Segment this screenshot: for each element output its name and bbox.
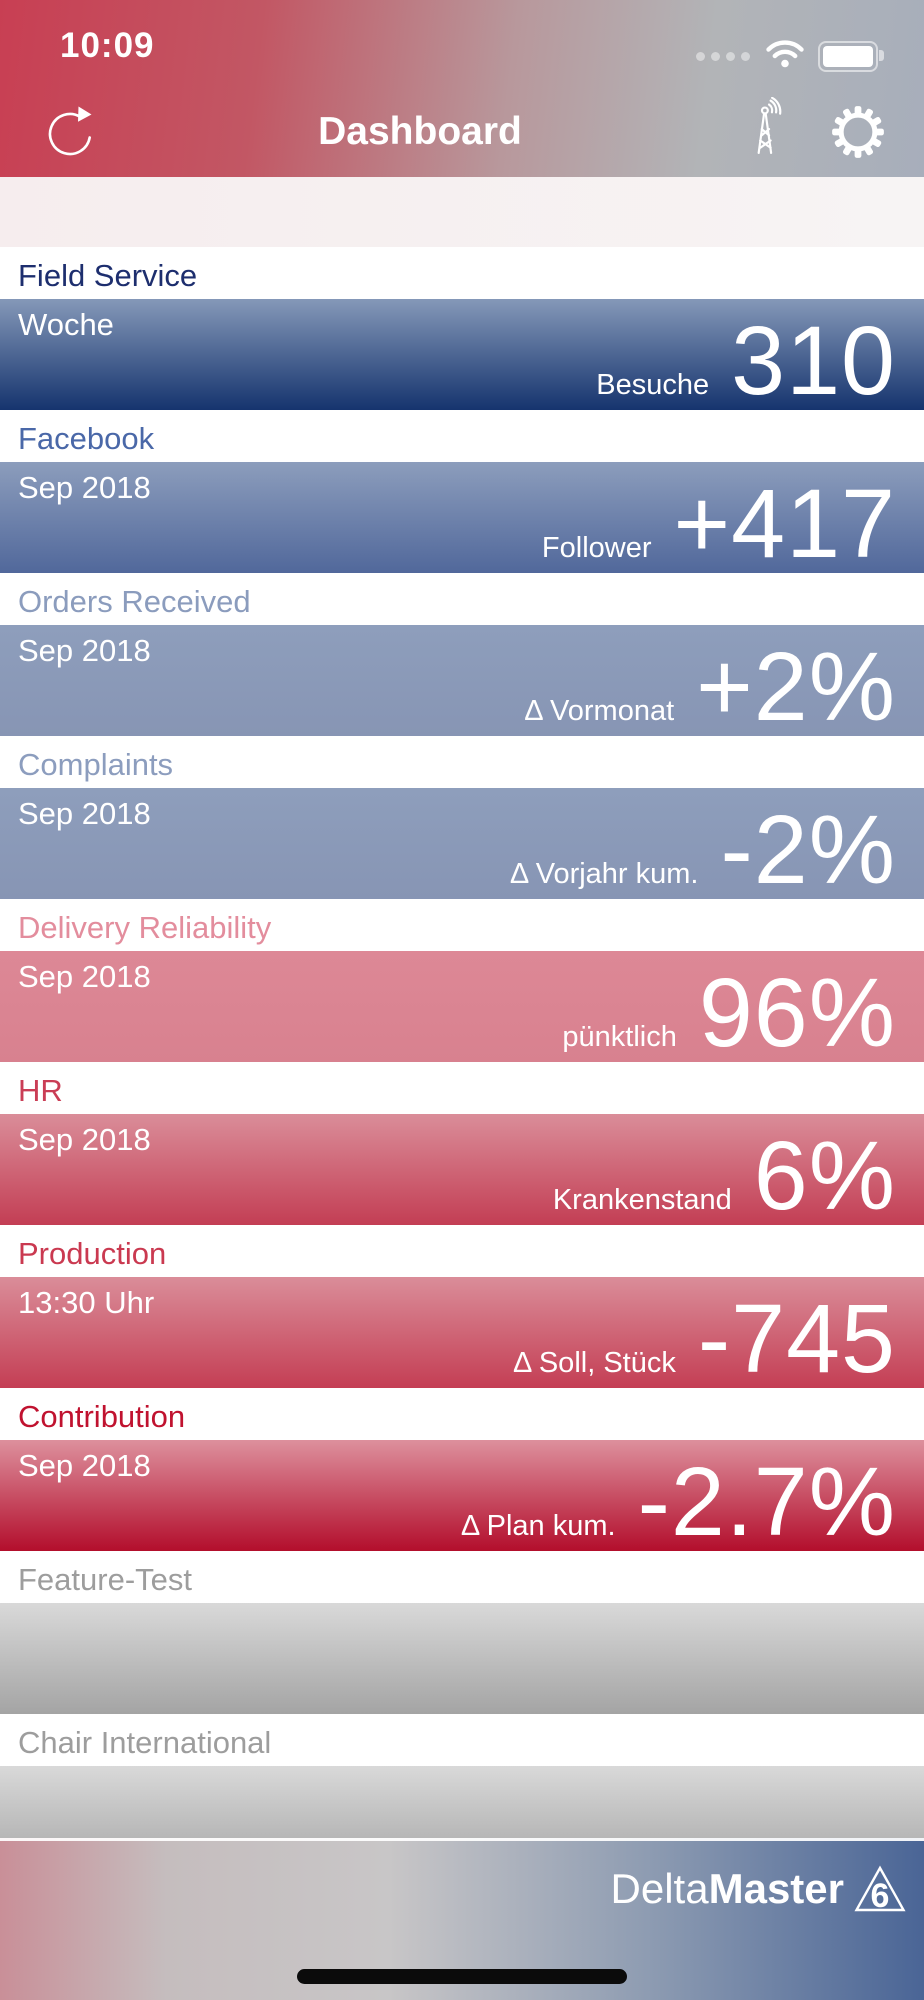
wifi-icon <box>765 38 805 74</box>
tile-value: 6% <box>753 1120 896 1230</box>
tile-period: Sep 2018 <box>18 470 151 505</box>
brand-triangle-6-icon: 6 <box>854 1865 906 1913</box>
connection-button[interactable] <box>740 96 796 156</box>
tile-value: 96% <box>698 957 896 1067</box>
subheader-strip <box>0 177 924 247</box>
antenna-broadcast-icon <box>744 96 792 160</box>
tile-period: Woche <box>18 307 114 342</box>
tile-period: Sep 2018 <box>18 959 151 994</box>
tile-title: Delivery Reliability <box>0 899 924 951</box>
header-bar: 10:09 Dashboard <box>0 0 924 177</box>
tile-value-label: Δ Vormonat <box>524 694 675 727</box>
tile-value: +417 <box>673 468 896 578</box>
kpi-tile[interactable]: Delivery Reliability Sep 2018 pünktlich … <box>0 899 924 1062</box>
tile-value-row: Krankenstand 6% <box>552 1120 896 1230</box>
tile-value: 310 <box>731 305 896 415</box>
kpi-tile[interactable]: Facebook Sep 2018 Follower +417 <box>0 410 924 573</box>
tile-value-row: Δ Plan kum. -2.7% <box>460 1446 896 1556</box>
refresh-icon <box>43 105 97 164</box>
battery-icon <box>818 40 884 72</box>
tile-period: 13:30 Uhr <box>18 1285 155 1320</box>
cellular-dots-icon <box>696 51 750 61</box>
tile-title: Orders Received <box>0 573 924 625</box>
tile-value: -2% <box>720 794 896 904</box>
tile-value-row: Δ Soll, Stück -745 <box>513 1283 896 1393</box>
tile-value-row: Follower +417 <box>541 468 896 578</box>
tile-body: Sep 2018 Δ Vormonat +2% <box>0 625 924 736</box>
brand-master: Master <box>708 1865 844 1912</box>
tile-period: Sep 2018 <box>18 1448 151 1483</box>
refresh-button[interactable] <box>42 106 98 162</box>
tile-title: Production <box>0 1225 924 1277</box>
tile-value-row: Besuche 310 <box>596 305 896 415</box>
tile-list: Field Service Woche Besuche 310 Facebook… <box>0 247 924 1877</box>
tile-title: Facebook <box>0 410 924 462</box>
tile-body: Woche Besuche 310 <box>0 299 924 410</box>
tile-value: -745 <box>697 1283 896 1393</box>
tile-body: Sep 2018 Follower +417 <box>0 462 924 573</box>
kpi-tile[interactable]: Field Service Woche Besuche 310 <box>0 247 924 410</box>
tile-period: Sep 2018 <box>18 796 151 831</box>
tile-value-label: Δ Plan kum. <box>460 1509 616 1542</box>
tile-title: HR <box>0 1062 924 1114</box>
page-title: Dashboard <box>318 110 522 153</box>
tile-body: Sep 2018 pünktlich 96% <box>0 951 924 1062</box>
tile-title: Chair International <box>0 1714 924 1766</box>
tile-period: Sep 2018 <box>18 633 151 668</box>
status-icons <box>696 38 884 74</box>
tile-value: -2.7% <box>637 1446 896 1556</box>
kpi-tile[interactable]: Complaints Sep 2018 Δ Vorjahr kum. -2% <box>0 736 924 899</box>
tile-title: Field Service <box>0 247 924 299</box>
tile-title: Complaints <box>0 736 924 788</box>
kpi-tile[interactable]: Orders Received Sep 2018 Δ Vormonat +2% <box>0 573 924 736</box>
tile-value-row: Δ Vorjahr kum. -2% <box>509 794 896 904</box>
kpi-tile[interactable]: Contribution Sep 2018 Δ Plan kum. -2.7% <box>0 1388 924 1551</box>
tile-value-label: Besuche <box>596 368 710 401</box>
settings-button[interactable] <box>830 105 886 164</box>
tile-period: Sep 2018 <box>18 1122 151 1157</box>
brand-logo: Delta Master 6 <box>611 1865 906 1913</box>
kpi-tile[interactable]: Production 13:30 Uhr Δ Soll, Stück -745 <box>0 1225 924 1388</box>
tile-title: Feature-Test <box>0 1551 924 1603</box>
tile-value-row: pünktlich 96% <box>562 957 896 1067</box>
settings-gear-icon <box>831 105 885 164</box>
tile-value-label: Krankenstand <box>552 1183 732 1216</box>
home-indicator[interactable] <box>297 1969 627 1984</box>
tile-value-label: pünktlich <box>562 1020 677 1053</box>
tile-value: +2% <box>696 631 896 741</box>
tile-value-row: Δ Vormonat +2% <box>524 631 896 741</box>
kpi-tile[interactable]: Feature-Test <box>0 1551 924 1714</box>
kpi-tile[interactable]: HR Sep 2018 Krankenstand 6% <box>0 1062 924 1225</box>
tile-value-label: Follower <box>541 531 652 564</box>
tile-body: 13:30 Uhr Δ Soll, Stück -745 <box>0 1277 924 1388</box>
tile-title: Contribution <box>0 1388 924 1440</box>
brand-version: 6 <box>871 1877 890 1913</box>
tile-value-label: Δ Soll, Stück <box>513 1346 676 1379</box>
brand-delta: Delta <box>610 1865 709 1912</box>
status-time: 10:09 <box>60 26 155 65</box>
tile-value-label: Δ Vorjahr kum. <box>509 857 699 890</box>
tile-body <box>0 1603 924 1714</box>
tile-body: Sep 2018 Krankenstand 6% <box>0 1114 924 1225</box>
tile-body: Sep 2018 Δ Plan kum. -2.7% <box>0 1440 924 1551</box>
tile-body: Sep 2018 Δ Vorjahr kum. -2% <box>0 788 924 899</box>
